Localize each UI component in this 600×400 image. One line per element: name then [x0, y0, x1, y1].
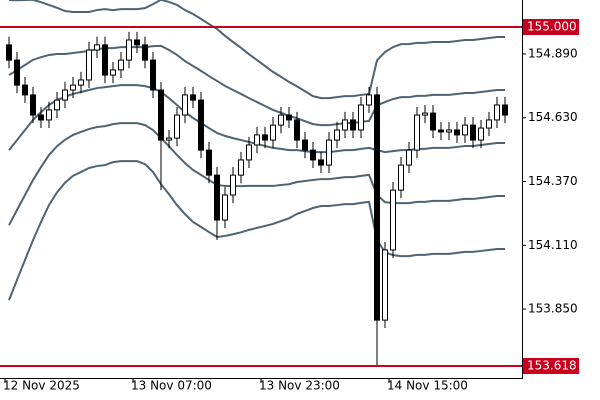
band-line	[8, 0, 505, 100]
band-line	[8, 122, 505, 226]
candle-body	[166, 137, 172, 141]
candle-body	[174, 114, 180, 139]
level-label: 155.000	[527, 19, 577, 33]
level-label-box	[523, 18, 579, 35]
candle-body	[334, 129, 340, 141]
candle-body	[470, 124, 476, 141]
candle-body	[70, 84, 76, 91]
candle-body	[22, 84, 28, 96]
y-tick-label: 154.370	[528, 174, 578, 188]
candle-body	[158, 89, 164, 141]
candle-body	[454, 129, 460, 136]
candle-body	[486, 119, 492, 129]
candle-body	[422, 112, 428, 116]
candle-body	[398, 164, 404, 191]
candle-body	[86, 49, 92, 81]
level-label-box	[523, 357, 579, 374]
candle-body	[406, 149, 412, 166]
band-line	[8, 160, 505, 301]
y-tick-label: 154.110	[528, 238, 578, 252]
candle-body	[118, 59, 124, 71]
candle-body	[30, 94, 36, 116]
candle-body	[270, 124, 276, 141]
candle-body	[14, 59, 20, 86]
candle-body	[198, 99, 204, 151]
candle-body	[366, 94, 372, 106]
candle-body	[390, 189, 396, 251]
candle-body	[134, 39, 140, 46]
candle-body	[494, 104, 500, 121]
y-tick-label: 154.890	[528, 46, 578, 60]
candle-body	[438, 129, 444, 133]
y-tick-label: 154.630	[528, 110, 578, 124]
candle-body	[382, 249, 388, 321]
candle-body	[230, 174, 236, 196]
candle-body	[102, 44, 108, 76]
candle-body	[238, 159, 244, 176]
candle-body	[142, 44, 148, 61]
candle-body	[502, 104, 508, 116]
candle-body	[358, 104, 364, 131]
candle-body	[318, 159, 324, 166]
x-tick-label: 12 Nov 2025	[3, 379, 80, 393]
candle-body	[94, 44, 100, 51]
candle-body	[478, 127, 484, 141]
candle-body	[246, 144, 252, 161]
candle-body	[286, 114, 292, 121]
candle-body	[190, 94, 196, 101]
candle-body	[62, 89, 68, 101]
plot-area	[6, 0, 508, 365]
candle-body	[6, 44, 12, 61]
candle-body	[222, 194, 228, 221]
candle-body	[430, 112, 436, 131]
candle-body	[126, 39, 132, 61]
candle-body	[206, 149, 212, 176]
x-tick-label: 13 Nov 07:00	[131, 379, 212, 393]
candle-body	[278, 114, 284, 126]
candle-body	[254, 134, 260, 146]
candle-body	[326, 139, 332, 166]
candle-body	[446, 129, 452, 133]
y-tick-label: 153.850	[528, 302, 578, 316]
candle-body	[38, 114, 44, 121]
candle-body	[150, 59, 156, 91]
candle-body	[110, 69, 116, 76]
candle-body	[54, 99, 60, 111]
candle-body	[46, 109, 52, 121]
x-tick-label: 14 Nov 15:00	[387, 379, 468, 393]
x-tick-label: 13 Nov 23:00	[259, 379, 340, 393]
candle-body	[182, 94, 188, 116]
candle-body	[302, 139, 308, 151]
candle-body	[262, 134, 268, 141]
candle-body	[310, 149, 316, 161]
candle-body	[78, 79, 84, 86]
candle-body	[374, 94, 380, 321]
candle-body	[414, 114, 420, 151]
candle-body	[214, 174, 220, 221]
candle-body	[462, 124, 468, 136]
candle-body	[294, 119, 300, 141]
level-label: 153.618	[527, 358, 577, 372]
candle-body	[342, 119, 348, 131]
candle-body	[350, 119, 356, 131]
